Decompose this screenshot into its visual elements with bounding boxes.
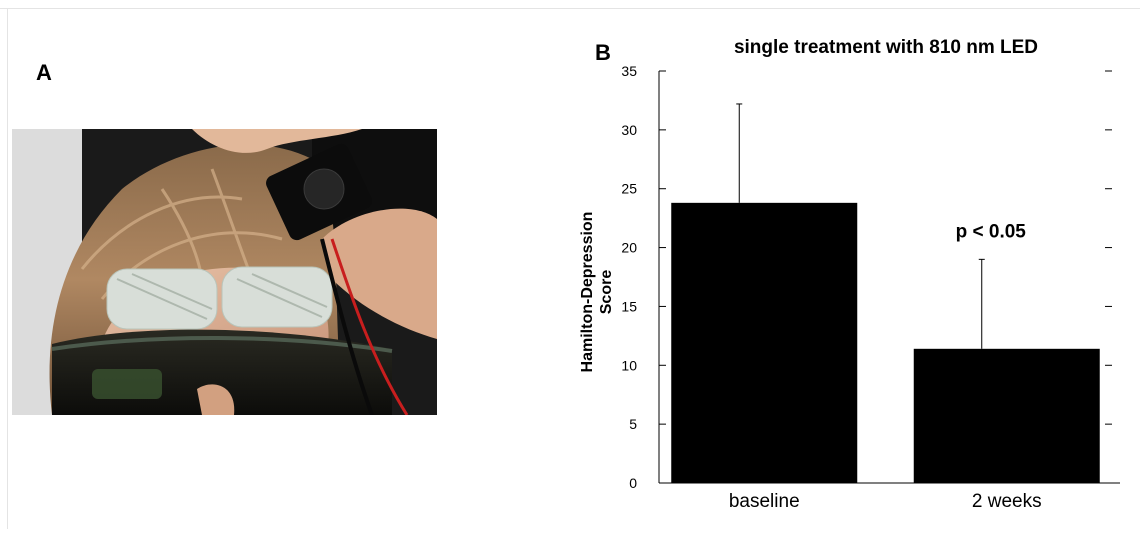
photo-black-cable (320, 238, 374, 415)
led-treatment-photo (12, 129, 437, 415)
y-axis-label-line1: Hamilton-Depression (579, 212, 596, 373)
y-tick-label: 0 (629, 475, 637, 491)
page-border-left (7, 8, 8, 529)
bar-baseline (671, 202, 858, 483)
photo-hand-right (322, 208, 437, 339)
bar-chart: single treatment with 810 nm LED Hamilto… (579, 37, 1130, 512)
photo-hand-top (192, 129, 362, 153)
bar-2-weeks (913, 348, 1100, 483)
y-tick-label: 15 (621, 298, 637, 314)
y-tick-label: 30 (621, 122, 637, 138)
panel-b-label: B (595, 40, 611, 65)
x-category-label: baseline (729, 491, 800, 512)
chart-title: single treatment with 810 nm LED (734, 37, 1038, 58)
chart-panel-b: single treatment with 810 nm LED Hamilto… (560, 22, 1130, 529)
significance-annotation: p < 0.05 (956, 221, 1027, 242)
y-tick-label: 10 (621, 357, 637, 373)
y-tick-label: 20 (621, 240, 637, 256)
page-border-top (0, 8, 1140, 9)
photo-illustration (12, 129, 437, 415)
x-category-label: 2 weeks (972, 491, 1042, 512)
chart-marks: 0 5 10 15 20 25 30 35 baseline 2 weeks p < 0.05 (621, 63, 1112, 512)
y-tick-label: 5 (629, 416, 637, 432)
y-tick-label: 25 (621, 181, 637, 197)
panel-a-label: A (36, 60, 52, 85)
photo-red-cable (330, 238, 409, 415)
y-axis-label-line2: Score (598, 270, 615, 315)
y-tick-label: 35 (621, 63, 637, 79)
